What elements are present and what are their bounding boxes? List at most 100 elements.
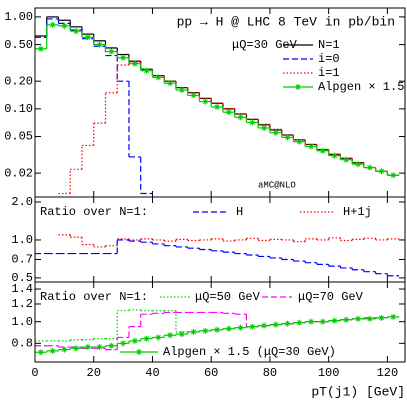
marker [237,324,244,331]
y-tick-label: 0.50 [4,38,33,52]
marker [190,92,197,99]
y-tick-label: 0.02 [4,166,33,180]
marker [61,22,68,29]
marker [96,41,103,48]
marker [37,349,44,356]
marker [120,54,127,61]
legend-label: μQ=50 GeV [195,290,261,304]
marker [319,147,326,154]
y-tick-label: 0.8 [11,337,33,351]
plot-area [35,309,400,356]
marker [120,340,127,347]
marker [343,156,350,163]
x-axis-label: pT(j1) [GeV] [311,384,405,399]
scale-note: μQ=30 GeV [232,38,298,52]
marker [378,314,385,321]
x-tick-label: 80 [263,366,277,380]
y-tick-label: 0.20 [4,74,33,88]
x-tick-label: 60 [204,366,218,380]
marker [131,60,138,67]
y-tick-label: 1.0 [11,315,33,329]
marker [331,317,338,324]
marker [295,84,301,90]
marker [249,323,256,330]
marker [131,337,138,344]
marker [237,114,244,121]
marker [178,331,185,338]
generator-note: aMC@NLO [258,180,296,190]
marker [202,98,209,105]
marker [167,80,174,87]
marker [272,129,279,136]
marker [331,152,338,159]
y-tick-label: 1.0 [11,233,33,247]
marker [355,315,362,322]
marker [167,332,174,339]
marker [61,346,68,353]
y-tick-label: 0.05 [4,130,33,144]
marker [284,320,291,327]
plot-frame [34,7,406,198]
marker [84,34,91,41]
legend-label: N=1 [318,38,340,52]
y-tick-label: 0.10 [4,102,33,116]
x-tick-label: 20 [87,366,101,380]
panel-subtitle: Ratio over N=1: [40,205,148,219]
marker [249,119,256,126]
plot-frame [34,281,406,363]
legend-label: μQ=70 GeV [298,290,364,304]
x-tick-label: 0 [31,366,38,380]
marker [378,168,385,175]
y-tick-label: 1.4 [11,282,33,296]
marker [49,21,56,28]
chart-title: pp → H @ LHC 8 TeV in pb/bin [177,14,395,29]
x-tick-label: 100 [318,366,340,380]
marker [261,322,268,329]
marker [366,164,373,171]
marker [296,319,303,326]
marker [319,318,326,325]
legend-label: i=0 [318,52,340,66]
panel-subtitle: Ratio over N=1: [40,290,148,304]
marker [308,318,315,325]
marker [73,345,80,352]
legend-label: H+1j [343,205,372,219]
x-tick-label: 40 [145,366,159,380]
marker [390,313,397,320]
marker [355,161,362,168]
marker [155,334,162,341]
plot-area [35,16,400,195]
marker [73,28,80,35]
marker [49,347,56,354]
y-tick-label: 2.0 [11,195,33,209]
marker [96,344,103,351]
marker [225,109,232,116]
marker [108,48,115,55]
legend-label: Alpgen × 1.5 (μQ=30 GeV) [163,345,336,359]
marker [366,315,373,322]
plot-area [35,234,400,277]
marker [296,138,303,145]
marker [225,325,232,332]
marker [108,342,115,349]
marker [284,134,291,141]
y-tick-label: 1.00 [4,10,33,24]
marker [214,326,221,333]
marker [308,143,315,150]
marker [343,316,350,323]
marker [261,124,268,131]
marker [190,328,197,335]
y-tick-label: 1.2 [11,297,33,311]
marker [214,103,221,110]
legend-label: i=1 [318,66,340,80]
legend-label: H [236,205,243,219]
marker [155,74,162,81]
marker [37,45,44,52]
y-tick-label: 0.7 [11,253,33,267]
marker [143,67,150,74]
marker [136,349,142,355]
marker [390,172,397,179]
x-tick-label: 120 [377,366,399,380]
marker [84,344,91,351]
